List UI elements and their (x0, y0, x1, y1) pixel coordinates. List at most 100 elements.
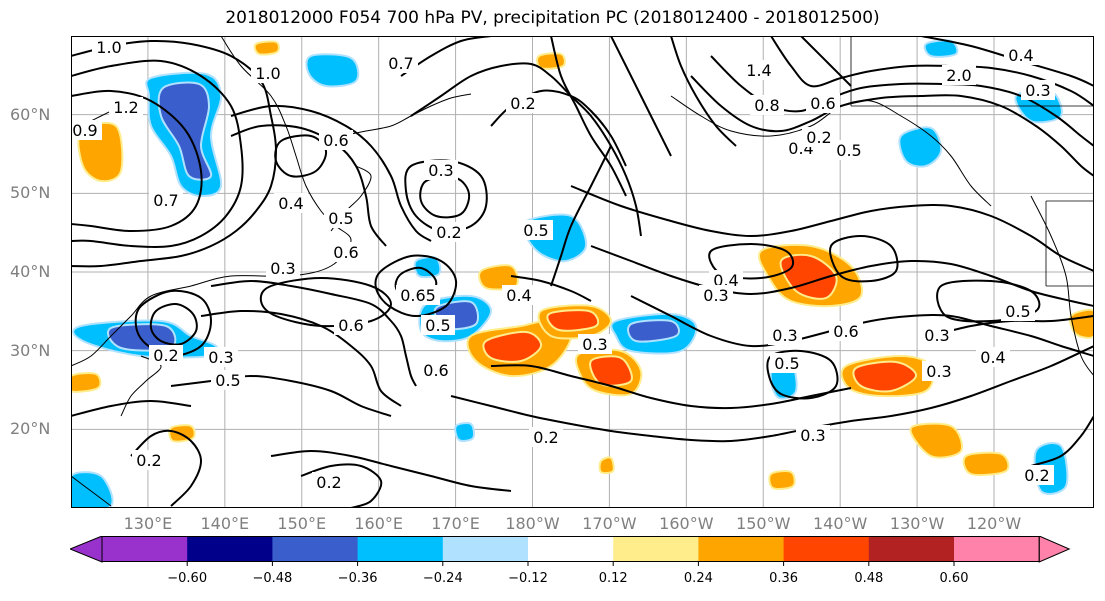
contour-label: 0.2 (533, 428, 558, 447)
colorbar-tick-label: −0.60 (167, 571, 208, 586)
pv-contour-line (450, 345, 1094, 443)
colorbar-tick-label: −0.12 (508, 571, 548, 586)
colorbar-segment (272, 536, 359, 562)
contour-labels: 1.0 1.0 0.7 1.2 0.9 0.6 0.7 0.4 0.5 0.6 0.3 0.3 0.2 0… (71, 37, 1055, 492)
contour-label-bg (71, 120, 102, 140)
pv-contour-line (770, 36, 1094, 107)
map-title: 2018012000 F054 700 hPa PV, precipitatio… (225, 8, 880, 28)
contour-label-bg (211, 370, 245, 390)
pv-contour-line (1030, 415, 1094, 467)
contour-label-bg (802, 127, 836, 147)
contour-label: 0.5 (523, 221, 548, 240)
contour-label-bg (251, 63, 285, 83)
contour-label: 0.4 (506, 286, 531, 305)
contour-label-bg (319, 130, 353, 150)
pv-contour-line (230, 124, 387, 247)
contour-label-bg (1004, 45, 1038, 65)
colorbar-tick-label: −0.36 (337, 571, 378, 586)
contour-label-bg (149, 190, 183, 210)
contour-label-bg (432, 222, 466, 242)
coastline (1030, 195, 1094, 377)
contour-label: 0.2 (436, 223, 461, 242)
contour-label-bg (1001, 301, 1035, 321)
contour-label: 0.65 (400, 286, 436, 305)
contour-label: 0.3 (800, 426, 825, 445)
contour-label-bg (832, 140, 866, 160)
colorbar-segment (954, 536, 1040, 562)
pv-contour-line (200, 309, 402, 407)
longitude-label: 120°W (966, 514, 1022, 533)
political-border (850, 36, 1094, 287)
contour-label: 0.6 (423, 361, 448, 380)
contour-label-bg (419, 360, 453, 380)
colorbar-tick-label: 0.48 (854, 571, 884, 586)
contour-label-bg (750, 95, 784, 115)
colorbar-tick-label: 0.36 (769, 571, 799, 586)
positive-precip-anomaly (589, 355, 633, 387)
pv-contour-closed (936, 279, 1041, 323)
pv-contour-line (490, 364, 852, 410)
latitude-label: 40°N (10, 262, 51, 281)
contour-label-bg (1021, 80, 1055, 100)
pv-contour-line (130, 429, 203, 507)
contour-label: 0.8 (754, 96, 779, 115)
longitude-label: 140°E (200, 514, 250, 533)
contour-label: 0.6 (833, 322, 858, 341)
contour-label-bg (274, 193, 308, 213)
positive-precip-anomaly (71, 372, 102, 393)
pv-contour-line (550, 36, 627, 197)
positive-precip-anomaly (482, 330, 543, 363)
colorbar-tick-label: −0.48 (252, 571, 293, 586)
contour-label-bg (519, 220, 553, 240)
colorbar-extend-min (70, 536, 103, 563)
longitude-label: 140°W (812, 514, 868, 533)
pv-contour-line (800, 36, 852, 87)
contour-label: 1.4 (746, 61, 771, 80)
contour-label-bg (942, 65, 976, 85)
positive-precip-anomaly (546, 309, 600, 332)
pv-contour-line (570, 185, 1094, 272)
pv-contour-closed (259, 276, 393, 328)
contour-label: 0.7 (388, 54, 413, 73)
contour-label-bg (324, 208, 358, 228)
latitude-label: 20°N (10, 419, 51, 439)
contour-label-bg (149, 345, 183, 365)
contour-label-bg (312, 472, 346, 492)
longitude-label: 130°E (123, 514, 173, 533)
map-panel[interactable]: 1.0 1.0 0.7 1.2 0.9 0.6 0.7 0.4 0.5 0.6 0.3 0.3 0.2 0… (71, 36, 1094, 508)
contour-label: 0.3 (772, 326, 797, 345)
contour-label-bg (1020, 465, 1054, 485)
contour-label: 0.6 (810, 94, 835, 113)
pv-contour-line (670, 36, 737, 147)
pv-contour-closed (766, 349, 839, 400)
contour-label: 0.3 (1025, 81, 1050, 100)
positive-precip-anomaly (768, 470, 796, 490)
pv-contour-line (610, 36, 672, 157)
pv-contour-closed (274, 134, 328, 178)
contour-label-bg (502, 285, 536, 305)
contour-label: 0.3 (703, 286, 728, 305)
colorbar-segment (102, 536, 188, 562)
contour-label: 2.0 (946, 66, 971, 85)
pv-contour-line (510, 275, 592, 302)
contour-label-bg (334, 315, 368, 335)
contour-label-bg (204, 347, 238, 367)
pv-contour-line (210, 279, 417, 387)
contour-label: 0.5 (774, 354, 799, 373)
contour-label: 1.2 (113, 98, 138, 117)
longitude-label: 150°E (277, 514, 327, 533)
latitude-label: 60°N (10, 104, 51, 124)
contour-label-bg (384, 53, 418, 73)
contour-label: 0.9 (72, 121, 97, 140)
contour-label-bg (396, 285, 440, 305)
contour-label: 0.3 (208, 348, 233, 367)
contour-label-bg (768, 325, 802, 345)
contour-label-bg (132, 450, 166, 470)
pv-contour-closed (149, 302, 198, 346)
contour-label-bg (976, 347, 1010, 367)
contour-label: 0.5 (328, 209, 353, 228)
colorbar-extend-max (1038, 536, 1071, 563)
pv-contour-closed (404, 159, 488, 233)
positive-precip-anomaly (909, 422, 963, 459)
colorbar-tick-label: −0.24 (422, 571, 463, 586)
